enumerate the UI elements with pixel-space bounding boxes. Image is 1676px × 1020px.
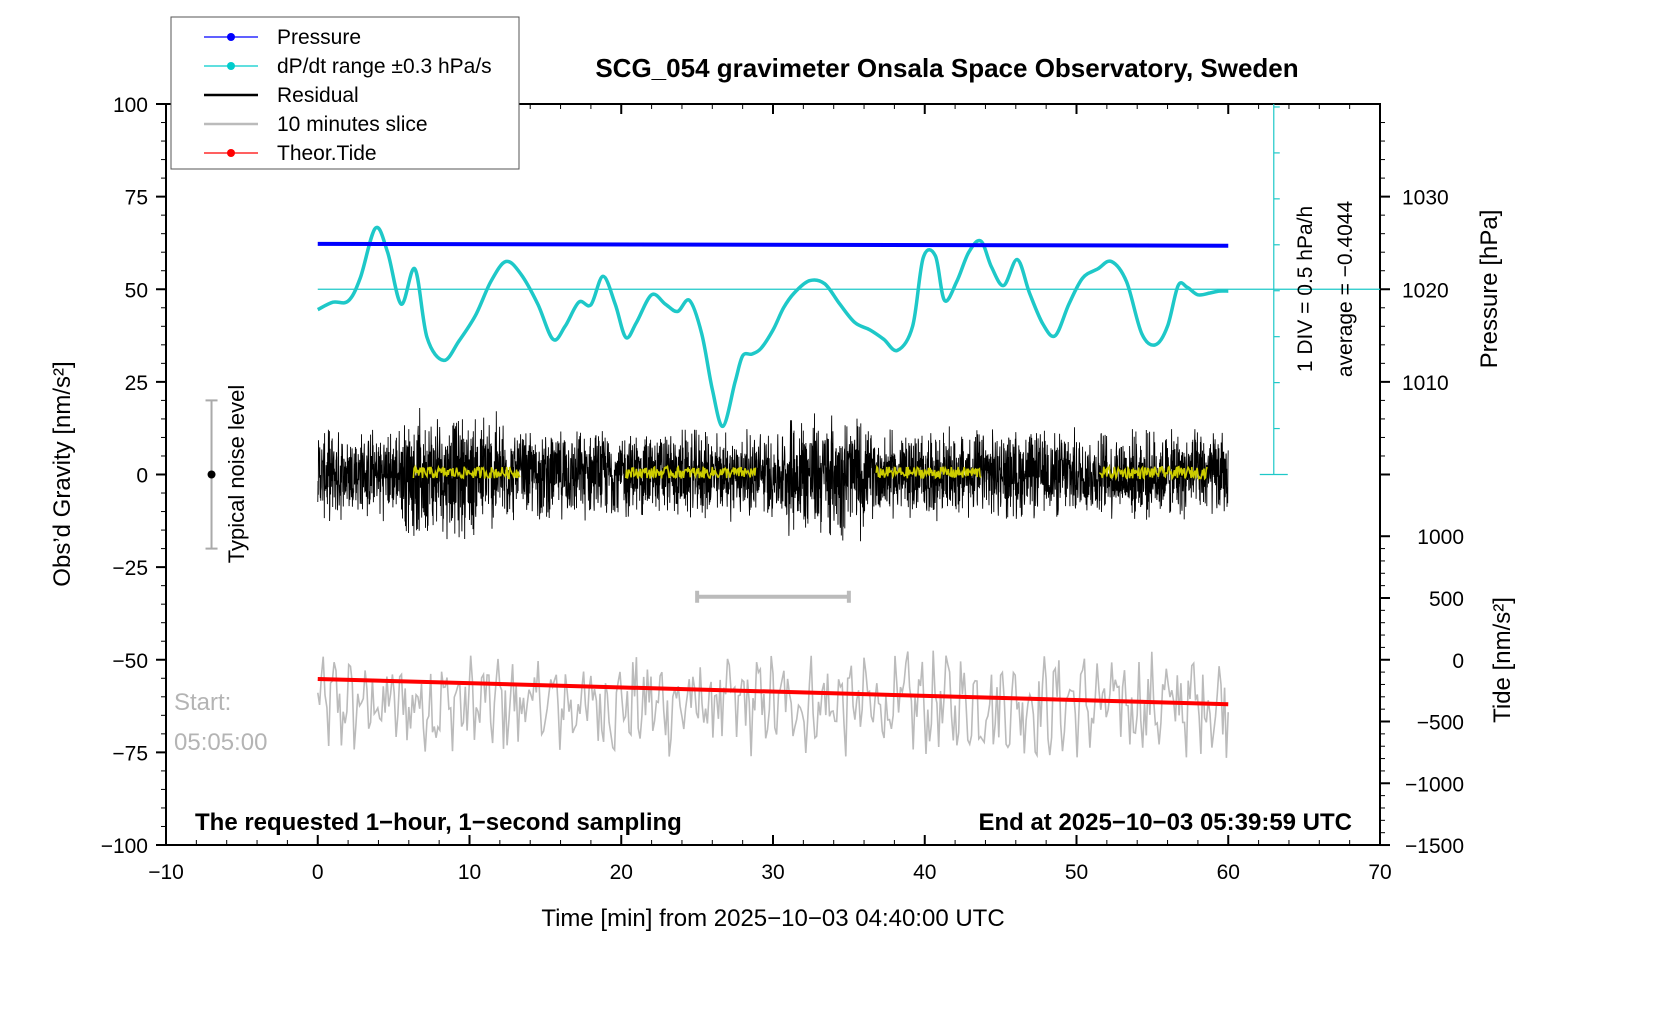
residual-series	[317, 407, 1229, 542]
pressure-tick-label: 1010	[1402, 372, 1449, 395]
dpdt-line	[316, 225, 1229, 429]
x-axis-label: Time [min] from 2025−10−03 04:40:00 UTC	[541, 905, 1004, 932]
x-tick-label: 70	[1368, 861, 1391, 884]
sampling-note: The requested 1−hour, 1−second sampling	[195, 809, 682, 836]
y-tick-label: −50	[112, 650, 148, 673]
x-tick-label: 20	[610, 861, 633, 884]
tide-tick-label: −1000	[1405, 773, 1464, 796]
residual-line	[317, 407, 1229, 542]
x-tick-label: 50	[1065, 861, 1088, 884]
y-tick-label: −100	[101, 835, 148, 858]
legend: Pressure dP/dt range ±0.3 hPa/s Residual 10…	[170, 16, 520, 170]
pressure-line	[317, 241, 1229, 248]
end-time-note: End at 2025−10−03 05:39:59 UTC	[978, 809, 1352, 836]
average-label: average = −0.4044	[1334, 201, 1357, 378]
pressure-series	[317, 241, 1229, 248]
smoothed-segment	[1099, 463, 1208, 481]
slice-series	[317, 650, 1229, 759]
tide-line	[317, 677, 1229, 707]
y-tick-label: 75	[125, 187, 148, 210]
legend-swatch-marker	[227, 33, 235, 41]
tide-series	[317, 677, 1229, 707]
y-axis-label-tide: Tide [nm/s²]	[1489, 597, 1516, 723]
x-tick-label: 30	[761, 861, 784, 884]
start-time: 05:05:00	[174, 729, 267, 756]
div-scale-label: 1 DIV = 0.5 hPa/h	[1294, 206, 1317, 372]
y-axis-label-pressure: Pressure [hPa]	[1476, 210, 1503, 369]
y-tick-label: 100	[113, 94, 148, 117]
y-axis-label-left: Obs’d Gravity [nm/s²]	[49, 361, 76, 586]
slice-line	[317, 650, 1229, 759]
legend-label: Residual	[277, 84, 359, 107]
smoothed-segment	[412, 464, 521, 480]
tide-tick-label: −500	[1417, 712, 1464, 735]
chart-title: SCG_054 gravimeter Onsala Space Observat…	[595, 53, 1298, 83]
x-tick-label: 0	[312, 861, 324, 884]
x-tick-label: −10	[148, 861, 184, 884]
y-tick-label: −75	[112, 742, 148, 765]
smoothed-segment	[625, 464, 757, 480]
legend-label: Pressure	[277, 26, 361, 49]
annotations	[205, 104, 1380, 603]
y-tick-label: 25	[125, 372, 148, 395]
tide-axis: 1000 500 0 −500 −1000 −1500	[1380, 526, 1464, 858]
y-tick-label: −25	[112, 557, 148, 580]
dpdt-series	[316, 225, 1229, 429]
x-tick-label: 40	[913, 861, 936, 884]
start-label: Start:	[174, 689, 231, 716]
smoothed-residual-series	[412, 463, 1208, 481]
legend-label: 10 minutes slice	[277, 113, 428, 136]
pressure-tick-label: 1020	[1402, 279, 1449, 302]
tide-tick-label: −1500	[1405, 835, 1464, 858]
legend-swatch-marker	[227, 149, 235, 157]
x-tick-label: 60	[1217, 861, 1240, 884]
legend-label: dP/dt range ±0.3 hPa/s	[277, 55, 492, 78]
tide-tick-label: 500	[1429, 588, 1464, 611]
tide-tick-label: 0	[1452, 650, 1464, 673]
pressure-axis: 1030 1020 1010	[1380, 122, 1449, 476]
smoothed-segment	[875, 464, 982, 480]
noise-level-label: Typical noise level	[224, 385, 249, 564]
y-tick-label: 50	[125, 279, 148, 302]
tide-tick-label: 1000	[1417, 526, 1464, 549]
legend-label: Theor.Tide	[277, 142, 377, 165]
legend-swatch-marker	[227, 62, 235, 70]
x-tick-label: 10	[458, 861, 481, 884]
y-axis-left: 100 75 50 25 0 −25 −50 −75 −100	[101, 94, 166, 858]
y-tick-label: 0	[136, 465, 148, 488]
pressure-tick-label: 1030	[1402, 187, 1449, 210]
legend-box	[170, 16, 520, 170]
noise-bar-center-dot	[207, 470, 216, 479]
